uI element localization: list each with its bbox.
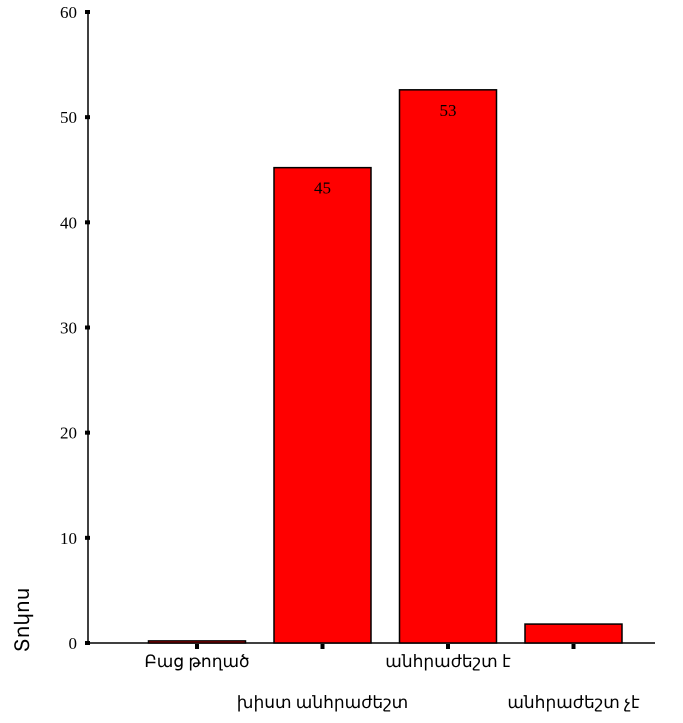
y-tick-label: 10 — [60, 529, 77, 548]
bar — [524, 623, 623, 644]
x-tick-label: Բաց թողած — [144, 652, 249, 671]
bars — [147, 89, 623, 644]
x-tick-label: անհրաժեշտ չէ — [507, 693, 640, 712]
y-tick-mark — [85, 430, 90, 435]
labels: Բաց թողած 45 խիստ անհրաժեշտ 53 անհրաժեշտ է ան… — [144, 101, 640, 712]
x-tick-mark — [320, 644, 325, 649]
bar — [273, 166, 372, 644]
y-tick-mark — [85, 325, 90, 330]
x-tick-mark — [446, 644, 450, 649]
y-tick-label: 30 — [60, 319, 77, 338]
y-tick-mark — [85, 535, 90, 540]
y-tick-label: 40 — [60, 213, 77, 232]
x-tick-label: խիստ անհրաժեշտ — [237, 693, 408, 712]
y-tick-mark — [85, 10, 90, 14]
y-tick-label: 0 — [69, 634, 78, 653]
y-tick-label: 60 — [60, 3, 77, 22]
y-axis-title: Տոկոս — [12, 588, 34, 653]
x-tick-label: անհրաժեշտ է — [385, 652, 511, 671]
y-tick-label: 50 — [60, 108, 77, 127]
data-label: 53 — [440, 101, 457, 120]
y-tick-mark — [85, 220, 90, 225]
y-tick-mark — [85, 641, 90, 645]
y-tick-mark — [85, 115, 90, 120]
y-tick-label: 20 — [60, 424, 77, 443]
data-label: 45 — [314, 179, 331, 198]
bar — [398, 89, 498, 644]
x-tick-mark — [571, 644, 576, 649]
bar — [147, 640, 247, 644]
x-tick-mark — [195, 644, 199, 649]
